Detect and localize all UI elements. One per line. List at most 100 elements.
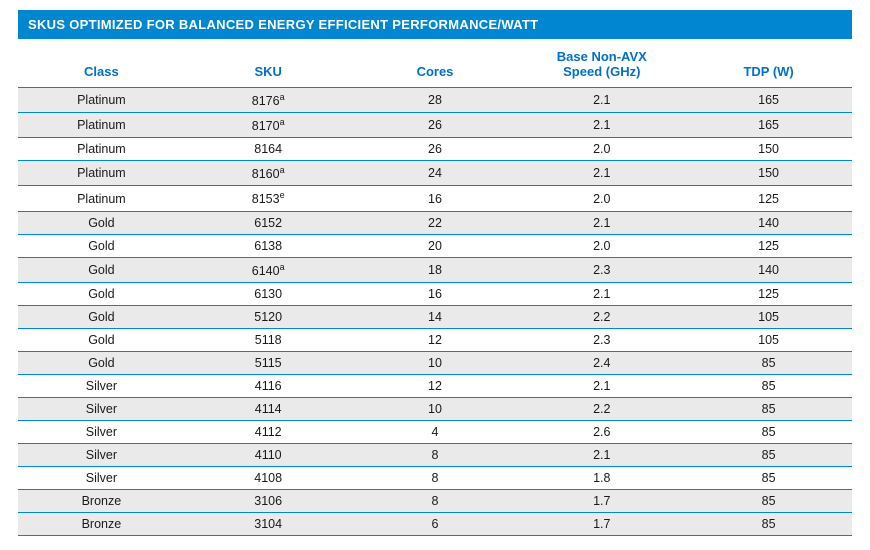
table-row: Gold5118122.3105 [18,328,852,351]
table-row: Gold6152222.1140 [18,211,852,234]
sku-superscript: a [280,165,285,175]
cell-cores: 28 [352,88,519,113]
cell-speed: 2.0 [518,234,685,257]
cell-sku: 4116 [185,374,352,397]
table-header: ClassSKUCoresBase Non-AVXSpeed (GHz)TDP … [18,39,852,88]
cell-speed: 2.2 [518,305,685,328]
cell-sku: 8176a [185,88,352,113]
cell-cores: 8 [352,443,519,466]
sku-superscript: a [280,262,285,272]
table-row: Platinum8170a262.1165 [18,113,852,138]
cell-sku: 8153e [185,186,352,211]
cell-class: Silver [18,420,185,443]
cell-cores: 26 [352,138,519,161]
sku-superscript: e [280,190,285,200]
cell-cores: 10 [352,397,519,420]
table-row: Platinum8160a242.1150 [18,161,852,186]
cell-tdp: 140 [685,211,852,234]
table-row: Gold6138202.0125 [18,234,852,257]
table-row: Silver4114102.285 [18,397,852,420]
cell-sku: 4110 [185,443,352,466]
cell-speed: 2.1 [518,113,685,138]
table-row: Bronze310681.785 [18,489,852,512]
cell-class: Silver [18,397,185,420]
cell-tdp: 85 [685,351,852,374]
table-row: Silver411242.685 [18,420,852,443]
cell-tdp: 125 [685,282,852,305]
cell-tdp: 125 [685,186,852,211]
cell-speed: 2.1 [518,282,685,305]
cell-speed: 2.1 [518,443,685,466]
sku-table: ClassSKUCoresBase Non-AVXSpeed (GHz)TDP … [18,39,852,536]
col-header-tdp: TDP (W) [685,39,852,88]
cell-tdp: 85 [685,374,852,397]
cell-sku: 5118 [185,328,352,351]
col-header-speed: Base Non-AVXSpeed (GHz) [518,39,685,88]
cell-tdp: 85 [685,443,852,466]
cell-sku: 6138 [185,234,352,257]
cell-cores: 8 [352,489,519,512]
cell-speed: 2.2 [518,397,685,420]
cell-sku: 4112 [185,420,352,443]
table-row: Platinum8176a282.1165 [18,88,852,113]
table-row: Gold5120142.2105 [18,305,852,328]
cell-sku: 8170a [185,113,352,138]
cell-class: Platinum [18,138,185,161]
cell-class: Gold [18,282,185,305]
cell-class: Bronze [18,489,185,512]
cell-class: Gold [18,211,185,234]
cell-speed: 1.7 [518,489,685,512]
cell-sku: 3106 [185,489,352,512]
cell-sku: 6152 [185,211,352,234]
cell-class: Platinum [18,113,185,138]
cell-speed: 2.4 [518,351,685,374]
cell-class: Gold [18,305,185,328]
cell-speed: 2.1 [518,374,685,397]
cell-speed: 2.1 [518,211,685,234]
table-row: Gold6140a182.3140 [18,257,852,282]
cell-tdp: 125 [685,234,852,257]
cell-sku: 4108 [185,466,352,489]
cell-cores: 12 [352,374,519,397]
table-body: Platinum8176a282.1165Platinum8170a262.11… [18,88,852,536]
table-row: Platinum8164262.0150 [18,138,852,161]
cell-speed: 2.0 [518,138,685,161]
cell-tdp: 85 [685,420,852,443]
col-header-sku: SKU [185,39,352,88]
cell-speed: 2.3 [518,257,685,282]
cell-cores: 4 [352,420,519,443]
cell-cores: 16 [352,186,519,211]
cell-speed: 2.1 [518,161,685,186]
col-header-class: Class [18,39,185,88]
cell-cores: 22 [352,211,519,234]
cell-class: Gold [18,351,185,374]
cell-tdp: 150 [685,138,852,161]
cell-tdp: 165 [685,88,852,113]
cell-sku: 8160a [185,161,352,186]
sku-superscript: a [280,92,285,102]
cell-class: Silver [18,443,185,466]
cell-sku: 5115 [185,351,352,374]
table-row: Gold5115102.485 [18,351,852,374]
cell-sku: 4114 [185,397,352,420]
cell-sku: 8164 [185,138,352,161]
cell-speed: 2.3 [518,328,685,351]
col-header-cores: Cores [352,39,519,88]
cell-class: Platinum [18,186,185,211]
cell-cores: 20 [352,234,519,257]
cell-cores: 8 [352,466,519,489]
cell-tdp: 85 [685,489,852,512]
cell-cores: 14 [352,305,519,328]
cell-cores: 16 [352,282,519,305]
cell-speed: 2.0 [518,186,685,211]
cell-speed: 2.1 [518,88,685,113]
cell-tdp: 105 [685,328,852,351]
table-title: SKUS OPTIMIZED FOR BALANCED ENERGY EFFIC… [18,10,852,39]
cell-speed: 1.8 [518,466,685,489]
cell-tdp: 150 [685,161,852,186]
table-row: Silver4116122.185 [18,374,852,397]
cell-cores: 18 [352,257,519,282]
cell-sku: 6130 [185,282,352,305]
cell-cores: 24 [352,161,519,186]
cell-class: Silver [18,466,185,489]
